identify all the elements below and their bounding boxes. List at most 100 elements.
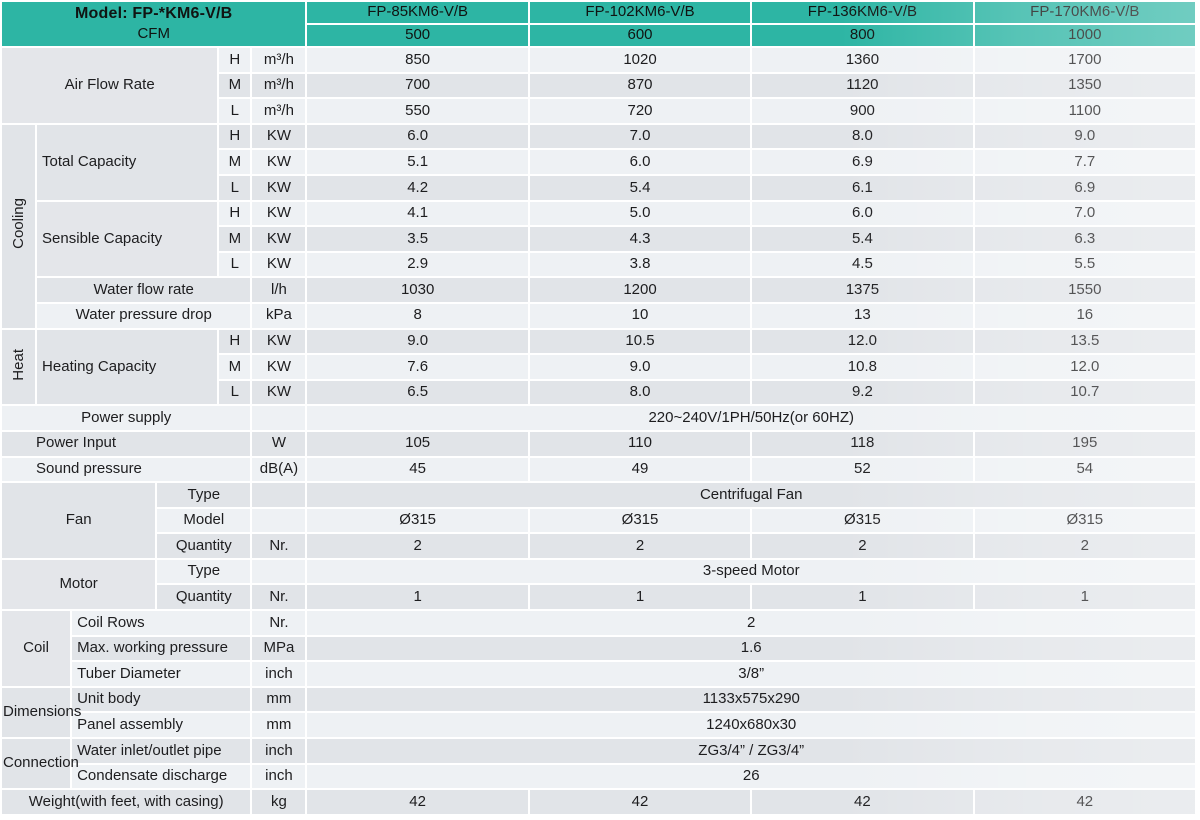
max-working-pressure-label: Max. working pressure bbox=[72, 636, 251, 661]
value-cell: 1030 bbox=[307, 278, 528, 302]
value-cell: 10 bbox=[529, 303, 751, 328]
value-cell: 6.3 bbox=[974, 227, 1195, 251]
unit-cell: KW bbox=[252, 150, 306, 174]
unit-cell: mm bbox=[252, 687, 306, 712]
unit-cell: mm bbox=[252, 713, 306, 738]
speed-cell: H bbox=[219, 124, 251, 149]
airflow-label: Air Flow Rate bbox=[2, 48, 218, 123]
value-cell: 5.0 bbox=[529, 201, 751, 226]
unit-cell: KW bbox=[252, 175, 306, 200]
coil-rows-label: Coil Rows bbox=[72, 611, 251, 635]
value-cell: 42 bbox=[752, 790, 973, 814]
value-cell: 1 bbox=[752, 585, 973, 610]
unit-cell: W bbox=[252, 431, 306, 456]
tube-diameter-label: Tuber Diameter bbox=[72, 662, 251, 686]
unit-cell: KW bbox=[252, 252, 306, 277]
value-cell: 54 bbox=[974, 457, 1195, 482]
value-cell: 4.5 bbox=[752, 252, 973, 277]
max-working-pressure-value: 1.6 bbox=[307, 636, 1195, 661]
model-header-block: Model: FP-*KM6-V/B CFM bbox=[2, 2, 306, 46]
power-supply-value: 220~240V/1PH/50Hz(or 60HZ) bbox=[307, 406, 1195, 430]
unit-cell: l/h bbox=[252, 278, 306, 302]
group-label-motor: Motor bbox=[2, 559, 156, 610]
unit-cell: inch bbox=[252, 662, 306, 686]
value-cell: 42 bbox=[529, 790, 751, 814]
value-cell: 1 bbox=[529, 585, 751, 610]
value-cell: 8.0 bbox=[529, 380, 751, 405]
model-column-header: FP-136KM6-V/B bbox=[752, 2, 973, 23]
value-cell: 7.0 bbox=[529, 124, 751, 149]
value-cell: 9.0 bbox=[974, 124, 1195, 149]
value-cell: 105 bbox=[307, 431, 528, 456]
value-cell: 45 bbox=[307, 457, 528, 482]
unit-cell-empty bbox=[252, 508, 306, 533]
weight-label: Weight(with feet, with casing) bbox=[2, 790, 251, 814]
value-cell: 6.9 bbox=[974, 175, 1195, 200]
value-cell: 110 bbox=[529, 431, 751, 456]
value-cell: 1360 bbox=[752, 48, 973, 72]
value-cell: 5.1 bbox=[307, 150, 528, 174]
value-cell: 6.9 bbox=[752, 150, 973, 174]
value-cell: Ø315 bbox=[307, 508, 528, 533]
value-cell: Ø315 bbox=[529, 508, 751, 533]
value-cell: 900 bbox=[752, 99, 973, 123]
water-pipe-value: ZG3/4” / ZG3/4” bbox=[307, 739, 1195, 763]
model-column-header: FP-170KM6-V/B bbox=[974, 2, 1195, 23]
value-cell: 1375 bbox=[752, 278, 973, 302]
value-cell: 12.0 bbox=[752, 329, 973, 354]
value-cell: 2 bbox=[752, 534, 973, 558]
value-cell: Ø315 bbox=[752, 508, 973, 533]
value-cell: 870 bbox=[529, 73, 751, 98]
value-cell: 10.5 bbox=[529, 329, 751, 354]
value-cell: 8 bbox=[307, 303, 528, 328]
group-label-heat: Heat bbox=[2, 329, 36, 405]
heating-capacity-label: Heating Capacity bbox=[37, 329, 218, 405]
value-cell: 3.8 bbox=[529, 252, 751, 277]
heat-vertical-text: Heat bbox=[10, 348, 28, 381]
speed-cell: M bbox=[219, 227, 251, 251]
cfm-value: 600 bbox=[529, 25, 751, 46]
water-pipe-label: Water inlet/outlet pipe bbox=[72, 739, 251, 763]
value-cell: 10.8 bbox=[752, 355, 973, 379]
value-cell: 4.2 bbox=[307, 175, 528, 200]
value-cell: 1120 bbox=[752, 73, 973, 98]
cfm-value: 800 bbox=[752, 25, 973, 46]
value-cell: 9.0 bbox=[307, 329, 528, 354]
unit-cell-empty bbox=[252, 483, 306, 507]
unit-cell: inch bbox=[252, 739, 306, 763]
speed-cell: M bbox=[219, 150, 251, 174]
value-cell: Ø315 bbox=[974, 508, 1195, 533]
unit-cell: inch bbox=[252, 764, 306, 789]
value-cell: 6.0 bbox=[529, 150, 751, 174]
unit-cell-empty bbox=[252, 559, 306, 584]
unit-cell: MPa bbox=[252, 636, 306, 661]
cooling-vertical-text: Cooling bbox=[10, 198, 28, 250]
value-cell: 12.0 bbox=[974, 355, 1195, 379]
unit-cell: m³/h bbox=[252, 48, 306, 72]
water-flow-label: Water flow rate bbox=[37, 278, 251, 302]
value-cell: 10.7 bbox=[974, 380, 1195, 405]
value-cell: 7.6 bbox=[307, 355, 528, 379]
unit-cell: kg bbox=[252, 790, 306, 814]
motor-type-value: 3-speed Motor bbox=[307, 559, 1195, 584]
unit-cell: dB(A) bbox=[252, 457, 306, 482]
unit-cell: Nr. bbox=[252, 534, 306, 558]
speed-cell: M bbox=[219, 73, 251, 98]
unit-body-value: 1133x575x290 bbox=[307, 687, 1195, 712]
motor-type-label: Type bbox=[157, 559, 251, 584]
fan-type-label: Type bbox=[157, 483, 251, 507]
value-cell: 1 bbox=[974, 585, 1195, 610]
cfm-value: 1000 bbox=[974, 25, 1195, 46]
unit-cell: KW bbox=[252, 124, 306, 149]
group-label-dimensions: Dimensions bbox=[2, 687, 81, 738]
condensate-value: 26 bbox=[307, 764, 1195, 789]
condensate-label: Condensate discharge bbox=[72, 764, 251, 789]
unit-cell: m³/h bbox=[252, 99, 306, 123]
value-cell: 1020 bbox=[529, 48, 751, 72]
value-cell: 6.0 bbox=[307, 124, 528, 149]
power-supply-label: Power supply bbox=[2, 406, 251, 430]
value-cell: 52 bbox=[752, 457, 973, 482]
coil-rows-value: 2 bbox=[307, 611, 1195, 635]
